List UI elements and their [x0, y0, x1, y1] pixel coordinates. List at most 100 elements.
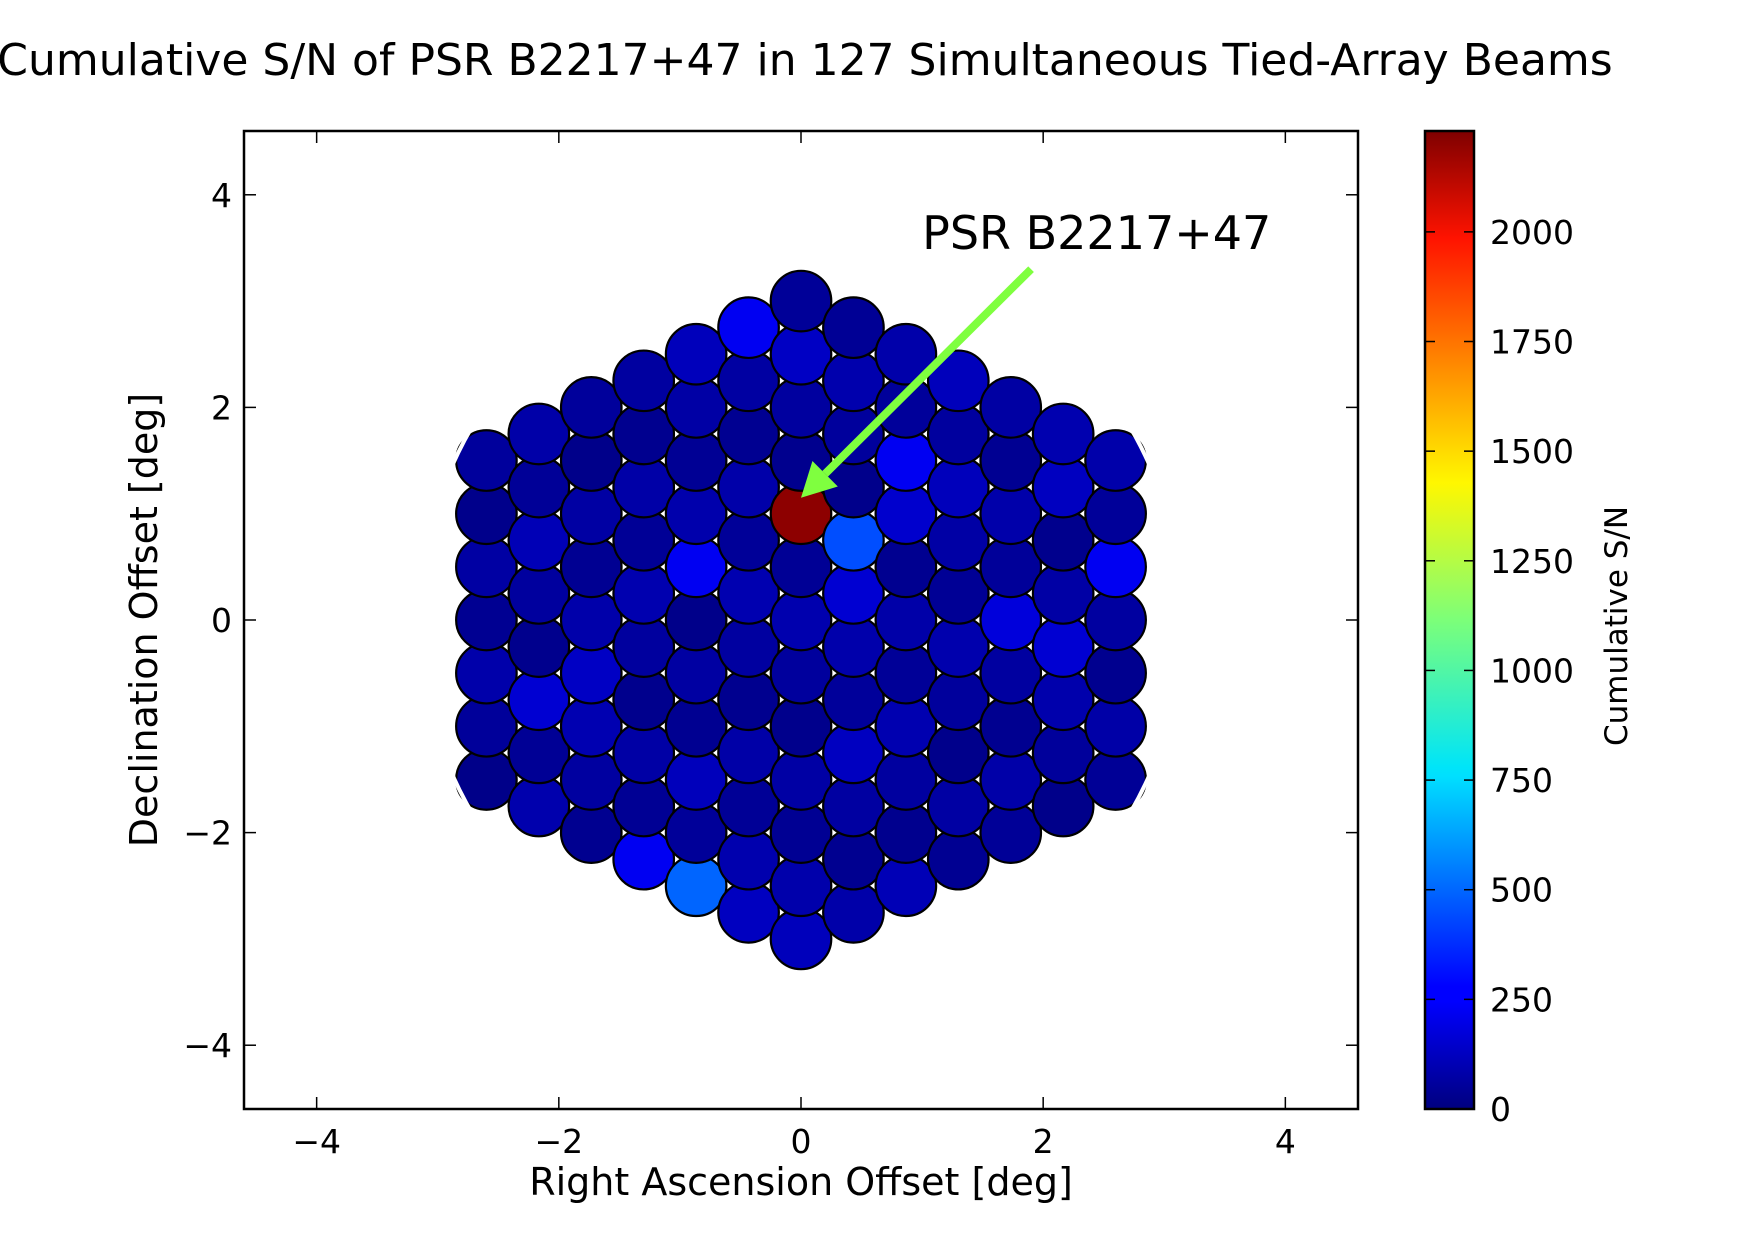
x-tick-label: 2 [1033, 1122, 1054, 1161]
beam [1084, 641, 1147, 705]
beam [979, 641, 1043, 705]
field-of-view-circle [417, 236, 1185, 1004]
beam [717, 296, 780, 360]
beam [507, 721, 571, 785]
beam [507, 402, 571, 466]
beam [822, 508, 885, 572]
beam [769, 269, 833, 333]
beam [822, 402, 885, 466]
beam [664, 694, 728, 758]
beam [874, 588, 938, 652]
chart-title: Cumulative S/N of PSR B2217+47 in 127 Si… [0, 35, 1613, 86]
beam [874, 376, 938, 439]
beam-grid [455, 269, 1147, 971]
beam [874, 535, 938, 599]
x-tick-label: −2 [534, 1122, 583, 1161]
beam [979, 482, 1043, 546]
beam [769, 801, 833, 864]
beam [874, 748, 938, 811]
colorbar-tick-label: 1250 [1490, 542, 1574, 581]
beam [664, 429, 728, 492]
beam [717, 721, 780, 785]
beam [822, 774, 885, 838]
beam [769, 376, 833, 439]
beam [664, 376, 728, 439]
beam [822, 562, 885, 625]
beam [664, 854, 728, 918]
beam [769, 854, 833, 918]
beam [455, 641, 518, 705]
colorbar-ticks: 0 250 500 750 1000 1250 1500 1750 2000 [1425, 213, 1574, 1129]
x-axis-ticks: −4 −2 0 2 4 [292, 131, 1296, 1161]
beam [455, 588, 518, 652]
y-tick-label: −4 [183, 1026, 232, 1065]
beam [926, 615, 990, 678]
beam [717, 349, 780, 413]
beam [822, 827, 885, 891]
colorbar-tick-label: 750 [1490, 761, 1553, 800]
beam [559, 535, 623, 599]
beam [559, 748, 623, 811]
beam [455, 694, 518, 758]
beam [926, 562, 990, 625]
beam [926, 508, 990, 572]
beam [1084, 694, 1147, 758]
beam [769, 641, 833, 705]
beam [717, 827, 780, 891]
beam [926, 455, 990, 519]
beam [926, 721, 990, 785]
beam [612, 615, 676, 678]
beam [507, 455, 571, 519]
annotation-arrow [822, 266, 1034, 477]
beam [822, 668, 885, 732]
beam [769, 322, 833, 386]
beam [979, 429, 1043, 492]
beam [612, 455, 676, 519]
beam [717, 774, 780, 838]
beam [822, 349, 885, 413]
beam [822, 721, 885, 785]
x-axis-label: Right Ascension Offset [deg] [529, 1160, 1073, 1204]
beam [822, 615, 885, 678]
beam [559, 641, 623, 705]
beam [874, 854, 938, 918]
beam [664, 482, 728, 546]
beam [612, 562, 676, 625]
beam [559, 694, 623, 758]
beam [507, 774, 571, 838]
beam [1031, 668, 1095, 732]
beam [1031, 508, 1095, 572]
beam [926, 349, 990, 413]
beam [979, 694, 1043, 758]
colorbar-tick-label: 2000 [1490, 213, 1574, 252]
beam [717, 668, 780, 732]
y-tick-label: 0 [211, 601, 232, 640]
beam [559, 429, 623, 492]
beam [664, 588, 728, 652]
beam [769, 535, 833, 599]
beam [1084, 482, 1147, 546]
beam [1084, 588, 1147, 652]
beam [717, 880, 780, 944]
beam [455, 482, 518, 546]
beam [664, 801, 728, 864]
beam [559, 376, 623, 439]
beam [769, 907, 833, 971]
beam [769, 588, 833, 652]
x-tick-label: −4 [292, 1122, 341, 1161]
beam [1031, 774, 1095, 838]
beam [1031, 721, 1095, 785]
beam [874, 694, 938, 758]
beam [769, 482, 833, 546]
beam [874, 641, 938, 705]
colorbar-tick-label: 1000 [1490, 651, 1574, 690]
beam [664, 748, 728, 811]
beam [507, 615, 571, 678]
colorbar-tick-label: 0 [1490, 1090, 1511, 1129]
beam [717, 402, 780, 466]
beam [1031, 455, 1095, 519]
beam [1031, 402, 1095, 466]
beam [717, 508, 780, 572]
colorbar-tick-label: 250 [1490, 980, 1553, 1019]
